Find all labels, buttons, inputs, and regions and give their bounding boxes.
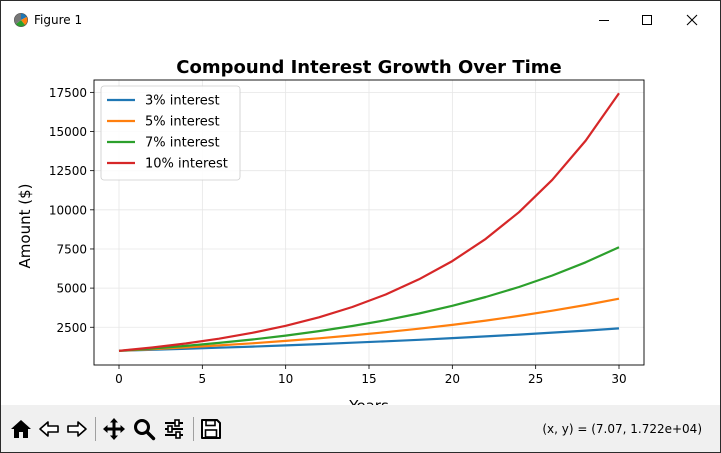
x-axis: 0 5 10 15 20 25 30	[115, 365, 627, 386]
window-title: Figure 1	[34, 13, 83, 27]
home-icon	[11, 420, 31, 438]
legend: 3% interest 5% interest 7% interest 10% int…	[100, 85, 241, 181]
y-tick-label: 10000	[49, 203, 87, 217]
close-icon	[686, 14, 698, 26]
x-tick-label: 10	[278, 372, 293, 386]
maximize-button[interactable]	[624, 1, 670, 39]
series-line-1	[118, 327, 620, 352]
toolbar-separator	[193, 417, 194, 441]
x-tick-label: 25	[528, 372, 543, 386]
minimize-button[interactable]	[581, 1, 627, 39]
save-button[interactable]	[197, 415, 225, 443]
x-tick-label: 30	[611, 372, 626, 386]
y-tick-label: 17500	[49, 86, 87, 100]
pan-button[interactable]	[100, 415, 128, 443]
legend-label: 5% interest	[145, 115, 220, 130]
legend-label: 3% interest	[145, 94, 220, 109]
x-tick-label: 20	[445, 372, 460, 386]
series-lines	[118, 92, 620, 352]
y-axis-label: Amount ($)	[16, 184, 34, 269]
legend-label: 10% interest	[145, 157, 228, 172]
legend-label: 7% interest	[145, 136, 220, 151]
toolbar-separator	[95, 417, 96, 441]
back-arrow-icon	[39, 421, 59, 437]
sliders-icon	[165, 419, 183, 439]
y-tick-label: 12500	[49, 164, 87, 178]
plot-canvas[interactable]: Compound Interest Growth Over Time 0 5 10 1…	[1, 39, 720, 415]
forward-arrow-icon	[67, 421, 87, 437]
chart-title: Compound Interest Growth Over Time	[176, 57, 562, 78]
series-line-3	[118, 246, 620, 352]
series-line-2	[118, 297, 620, 352]
x-tick-label: 15	[361, 372, 376, 386]
matplotlib-icon	[13, 12, 29, 28]
x-axis-label: Years	[348, 397, 389, 405]
y-tick-label: 15000	[49, 125, 87, 139]
configure-subplots-button[interactable]	[160, 415, 188, 443]
back-button[interactable]	[35, 415, 63, 443]
legend-box	[100, 85, 241, 181]
y-tick-label: 7500	[56, 242, 87, 256]
coordinate-readout: (x, y) = (7.07, 1.722e+04)	[542, 422, 702, 436]
x-tick-label: 0	[115, 372, 123, 386]
title-bar: Figure 1	[1, 1, 720, 39]
minimize-icon	[599, 20, 609, 21]
zoom-icon	[134, 419, 156, 441]
chart: Compound Interest Growth Over Time 0 5 10 1…	[16, 57, 645, 415]
y-tick-label: 2500	[56, 321, 87, 335]
move-icon	[103, 418, 125, 440]
save-icon	[201, 419, 221, 439]
maximize-icon	[642, 15, 652, 25]
y-tick-label: 5000	[56, 282, 87, 296]
series-line-4	[118, 92, 620, 352]
y-axis: 2500 5000 7500 10000 12500 15000 17500	[49, 86, 94, 335]
x-tick-label: 5	[199, 372, 207, 386]
close-button[interactable]	[669, 1, 715, 39]
forward-button[interactable]	[63, 415, 91, 443]
zoom-button[interactable]	[130, 415, 158, 443]
navigation-toolbar: (x, y) = (7.07, 1.722e+04)	[1, 405, 720, 452]
home-button[interactable]	[7, 415, 35, 443]
